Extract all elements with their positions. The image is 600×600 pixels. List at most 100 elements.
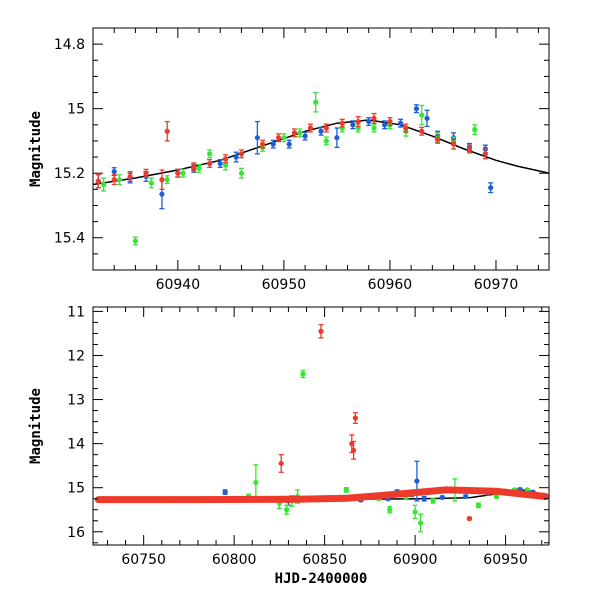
data-point: [413, 106, 420, 112]
data-point: [297, 130, 303, 136]
data-point: [318, 128, 324, 134]
data-point: [238, 170, 245, 176]
data-point: [334, 135, 340, 141]
data-point: [421, 496, 427, 502]
plot-frame: [92, 27, 550, 271]
data-point: [222, 156, 229, 162]
y-tick-label: 15.4: [54, 231, 85, 247]
data-point: [339, 120, 345, 126]
series-2: [101, 91, 478, 246]
plot-frame: [92, 306, 550, 546]
data-point: [159, 177, 165, 183]
data-point: [253, 479, 259, 486]
x-tick-label: 60970: [474, 277, 519, 293]
panel-2: 60750 60800 60850 60900 60950 11 12 13 14 15 16 Mag…: [28, 304, 550, 587]
data-point: [207, 160, 213, 167]
y-tick-label: 11: [67, 304, 85, 320]
data-point: [435, 136, 441, 142]
data-point: [233, 154, 239, 160]
data-point: [111, 168, 117, 175]
data-point: [482, 151, 488, 157]
data-point: [318, 328, 324, 334]
data-point: [143, 170, 149, 176]
data-point: [412, 509, 418, 515]
data-point: [355, 118, 361, 125]
data-point: [466, 146, 473, 152]
data-point: [101, 181, 107, 188]
data-point: [417, 520, 424, 526]
data-point: [148, 180, 154, 186]
x-tick-label: 60750: [121, 552, 166, 568]
data-point: [217, 160, 223, 167]
x-axis-title: HJD-2400000: [275, 571, 368, 587]
data-point: [387, 507, 393, 513]
x-tick-label: 60900: [393, 552, 438, 568]
data-point: [414, 478, 420, 484]
plot-area: [94, 323, 549, 533]
data-point: [466, 515, 472, 522]
data-point: [300, 371, 306, 377]
data-point: [196, 165, 202, 171]
data-point: [387, 118, 393, 125]
data-point: [371, 115, 377, 121]
data-point: [222, 162, 229, 168]
plot-area: [93, 91, 549, 246]
data-point: [254, 135, 260, 141]
data-point: [419, 128, 425, 134]
data-point: [366, 118, 372, 125]
data-point: [127, 173, 133, 180]
data-point: [352, 415, 358, 421]
data-point: [424, 115, 430, 121]
data-point: [116, 177, 123, 183]
data-point: [291, 130, 298, 136]
y-axis-title: Magnitude: [28, 388, 44, 464]
data-point: [450, 141, 457, 147]
data-point: [307, 125, 313, 131]
y-tick-label: 12: [67, 348, 85, 364]
data-point: [180, 170, 186, 176]
data-point: [191, 164, 197, 170]
x-tick-label: 60950: [262, 277, 307, 293]
y-tick-label: 15: [67, 102, 85, 118]
data-point: [419, 112, 425, 118]
panel-1: 60940 60950 60960 60970 14.8 15 15.2 15.4 Magnit…: [28, 27, 550, 293]
data-point: [475, 502, 482, 508]
data-point: [343, 487, 349, 493]
y-tick-label: 15.2: [54, 166, 85, 182]
y-axis-title: Magnitude: [28, 111, 44, 187]
data-point: [313, 99, 319, 105]
data-point: [111, 177, 117, 183]
x-tick-label: 60940: [156, 277, 201, 293]
data-point: [439, 494, 445, 500]
data-point: [260, 141, 266, 147]
data-point: [302, 133, 308, 139]
x-tick-label: 60800: [212, 552, 257, 568]
series-1: [95, 104, 494, 210]
data-point: [286, 141, 292, 147]
data-point: [323, 138, 329, 144]
data-point: [284, 507, 290, 513]
data-point: [207, 151, 213, 157]
series-3: [95, 112, 488, 190]
x-tick-label: 60850: [302, 552, 347, 568]
data-point: [472, 127, 478, 133]
data-point: [430, 498, 436, 504]
data-point: [463, 493, 469, 500]
data-point: [164, 128, 170, 134]
y-tick-label: 16: [67, 525, 85, 541]
data-point: [278, 460, 284, 467]
data-point: [175, 170, 181, 176]
data-point: [493, 493, 500, 500]
x-tick-label: 60950: [483, 552, 528, 568]
y-tick-label: 15: [67, 481, 85, 497]
data-point: [382, 122, 388, 128]
data-point: [222, 489, 228, 495]
data-point: [323, 125, 329, 131]
data-point: [275, 135, 282, 141]
data-point: [238, 151, 245, 157]
dense-points-band: [94, 486, 549, 504]
data-point: [488, 185, 494, 191]
series-2: [101, 369, 530, 533]
y-tick-label: 14.8: [54, 37, 85, 53]
